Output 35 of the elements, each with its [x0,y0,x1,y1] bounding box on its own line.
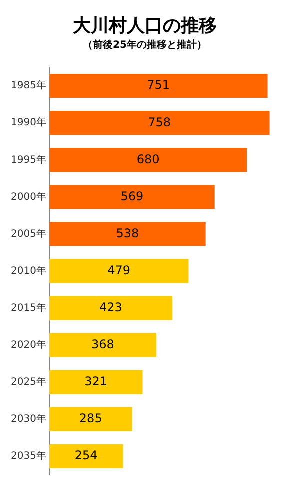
bar [49,370,143,394]
chart-title: 大川村人口の推移 [72,15,217,36]
data-label: 758 [148,115,172,130]
y-tick-label: 1985年 [10,80,46,92]
bar [49,148,248,172]
data-label: 569 [120,189,144,204]
bar [49,296,172,320]
bar [49,185,215,210]
data-label: 368 [91,338,114,352]
bar [49,111,270,136]
y-tick-label: 2010年 [10,264,46,277]
data-label: 751 [147,78,170,92]
chart-subtitle: （前後25年の推移と推計） [83,39,207,52]
y-tick-label: 2005年 [10,228,46,240]
y-tick-label: 2035年 [10,450,46,462]
y-tick-label: 2000年 [10,190,46,203]
y-tick-label: 2030年 [10,413,46,426]
data-label: 538 [116,226,140,240]
bar [49,407,132,432]
bar [49,74,268,98]
bar [49,222,206,246]
data-label: 321 [84,374,108,389]
bar [49,259,189,284]
data-label: 254 [74,448,98,463]
data-label: 680 [136,152,160,166]
y-tick-label: 1995年 [10,154,46,166]
y-tick-label: 2020年 [10,338,46,351]
data-label: 423 [99,300,122,314]
data-label: 285 [79,412,102,426]
y-tick-label: 2015年 [10,302,46,314]
data-label: 479 [108,263,131,278]
bar [49,333,156,358]
bar [49,444,124,469]
y-tick-label: 1990年 [10,116,46,129]
y-tick-label: 2025年 [10,376,46,388]
